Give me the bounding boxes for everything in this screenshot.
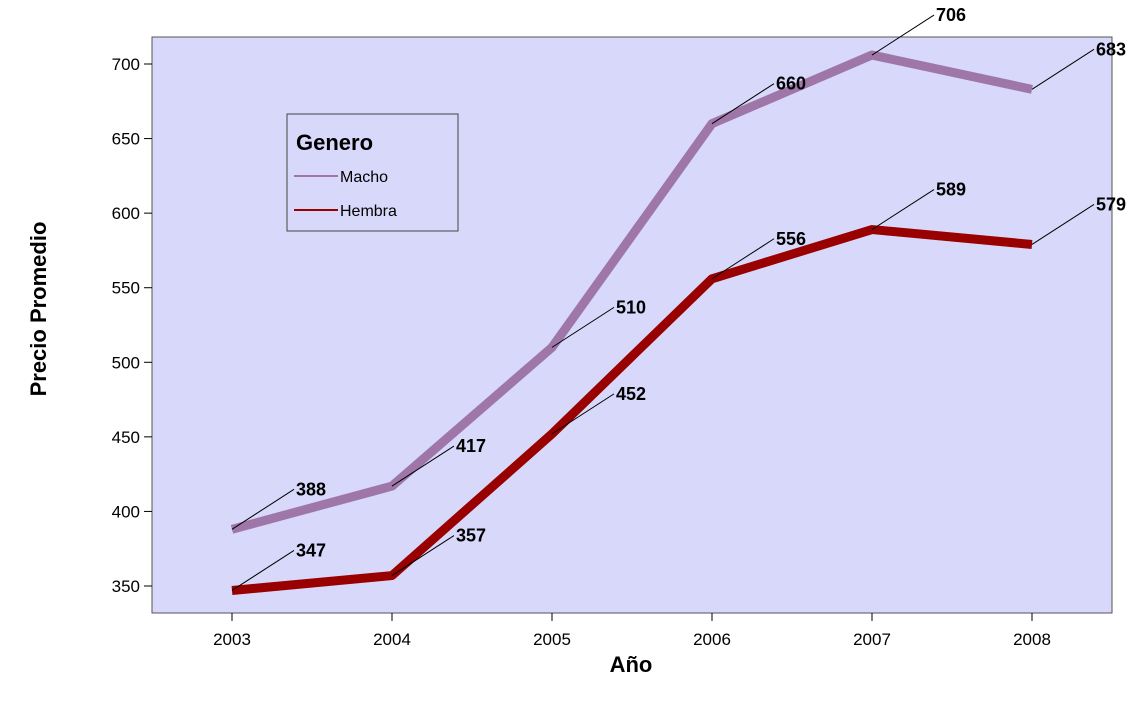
data-label: 683: [1096, 39, 1126, 59]
y-axis: 350 400 450 500 550 600 650 700: [112, 55, 152, 596]
legend-label-hembra: Hembra: [340, 203, 397, 220]
data-label: 510: [616, 297, 646, 317]
label-leader-line: [711, 83, 775, 125]
legend: Genero Macho Hembra: [286, 113, 459, 232]
series-lines: [230, 50, 1033, 595]
data-label: 589: [936, 180, 966, 200]
label-leader-line: [231, 488, 295, 530]
x-tick-label: 2007: [853, 630, 891, 649]
label-leader-line: [871, 189, 935, 230]
x-tick-label: 2008: [1013, 630, 1051, 649]
series-line-hembra: [231, 225, 1033, 595]
label-leader-line: [551, 393, 615, 435]
label-leader-line: [231, 550, 295, 591]
y-tick-label: 600: [112, 204, 140, 223]
label-leader-line: [391, 535, 455, 576]
data-label: 357: [456, 526, 486, 546]
series-line-macho: [230, 50, 1033, 534]
data-label: 556: [776, 229, 806, 249]
x-tick-label: 2004: [373, 630, 411, 649]
x-tick-label: 2003: [213, 630, 251, 649]
y-axis-title: Precio Promedio: [26, 222, 51, 397]
x-tick-label: 2006: [693, 630, 731, 649]
y-tick-label: 650: [112, 130, 140, 149]
label-leader-line: [711, 238, 775, 280]
y-tick-label: 400: [112, 502, 140, 521]
data-label: 388: [296, 479, 326, 499]
legend-title: Genero: [296, 130, 373, 155]
label-leader-line: [871, 14, 935, 56]
y-tick-label: 550: [112, 279, 140, 298]
data-labels: 388 417 510 660 706 683 347 357 452 556 589 579: [231, 5, 1126, 591]
y-tick-label: 450: [112, 428, 140, 447]
label-leader-line: [1031, 48, 1095, 90]
data-label: 660: [776, 74, 806, 94]
x-tick-label: 2005: [533, 630, 571, 649]
data-label: 347: [296, 540, 326, 560]
x-axis: 2003 2004 2005 2006 2007 2008: [213, 613, 1051, 649]
label-leader-line: [391, 445, 455, 487]
y-tick-label: 350: [112, 577, 140, 596]
y-tick-label: 500: [112, 353, 140, 372]
data-label: 417: [456, 436, 486, 456]
label-leader-line: [1031, 204, 1095, 245]
x-axis-title: Año: [610, 652, 653, 677]
data-label: 579: [1096, 194, 1126, 214]
legend-box: [286, 113, 459, 232]
label-leader-line: [551, 306, 615, 348]
data-label: 452: [616, 384, 646, 404]
legend-label-macho: Macho: [340, 169, 388, 186]
data-label: 706: [936, 5, 966, 25]
y-tick-label: 700: [112, 55, 140, 74]
